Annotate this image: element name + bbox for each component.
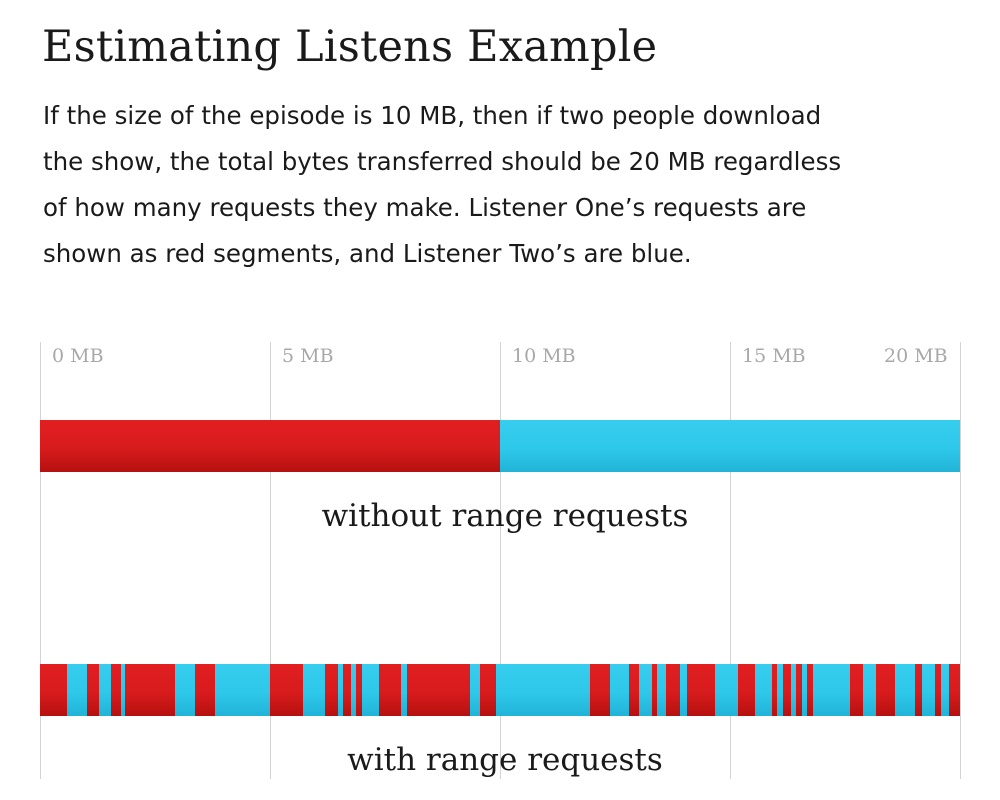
listener-one-segment — [111, 664, 121, 716]
listener-one-segment — [687, 664, 715, 716]
listener-two-segment — [922, 664, 935, 716]
listener-two-segment — [802, 664, 807, 716]
listener-one-segment — [807, 664, 813, 716]
intro-line: shown as red segments, and Listener Two’… — [43, 239, 692, 268]
listener-two-segment — [362, 664, 379, 716]
listener-two-segment — [496, 664, 590, 716]
listener-two-segment — [67, 664, 87, 716]
tick-label: 5 MB — [282, 345, 334, 367]
listener-one-segment — [270, 664, 303, 716]
listener-one-segment — [356, 664, 362, 716]
caption-without-range-requests: without range requests — [321, 498, 689, 534]
listener-one-segment — [87, 664, 99, 716]
listener-one-segment — [480, 664, 496, 716]
intro-paragraph: If the size of the episode is 10 MB, the… — [43, 93, 943, 277]
gridline — [730, 342, 731, 779]
listener-two-segment — [863, 664, 876, 716]
caption-with-range-requests: with range requests — [347, 742, 663, 778]
listener-one-segment — [379, 664, 401, 716]
listener-one-segment — [125, 664, 175, 716]
listener-one-segment — [738, 664, 755, 716]
listener-two-segment — [401, 664, 407, 716]
listener-two-segment — [715, 664, 738, 716]
listener-one-segment — [666, 664, 680, 716]
listener-two-segment — [338, 664, 343, 716]
listener-one-segment — [935, 664, 941, 716]
listener-two-segment — [351, 664, 356, 716]
listener-one-segment — [772, 664, 777, 716]
listener-one-segment — [40, 664, 67, 716]
listener-two-segment — [639, 664, 652, 716]
listener-one-segment — [325, 664, 338, 716]
bar-without-range-requests — [40, 420, 960, 472]
listener-one-segment — [949, 664, 960, 716]
listener-two-segment — [657, 664, 666, 716]
listener-one-segment — [407, 664, 470, 716]
listener-two-segment — [813, 664, 850, 716]
listener-two-segment — [121, 664, 125, 716]
listener-two-segment — [500, 420, 960, 472]
gridline — [500, 342, 501, 779]
listener-one-segment — [876, 664, 895, 716]
tick-label: 20 MB — [884, 345, 948, 367]
listener-one-segment — [850, 664, 863, 716]
listener-two-segment — [941, 664, 949, 716]
listener-one-segment — [796, 664, 802, 716]
listener-one-segment — [629, 664, 639, 716]
tick-label: 0 MB — [52, 345, 104, 367]
listener-one-segment — [195, 664, 215, 716]
gridline — [270, 342, 271, 779]
listener-two-segment — [470, 664, 480, 716]
listener-one-segment — [590, 664, 610, 716]
tick-label: 15 MB — [742, 345, 806, 367]
listener-two-segment — [755, 664, 772, 716]
listener-two-segment — [303, 664, 325, 716]
gridline — [40, 342, 41, 779]
gridline — [960, 342, 961, 779]
listener-two-segment — [610, 664, 629, 716]
intro-line: of how many requests they make. Listener… — [43, 193, 807, 222]
listener-two-segment — [215, 664, 270, 716]
listener-two-segment — [895, 664, 915, 716]
tick-label: 10 MB — [512, 345, 576, 367]
listener-two-segment — [777, 664, 783, 716]
listener-one-segment — [915, 664, 922, 716]
page-title: Estimating Listens Example — [42, 22, 658, 72]
listener-two-segment — [680, 664, 687, 716]
listener-two-segment — [791, 664, 796, 716]
listener-one-segment — [40, 420, 500, 472]
intro-line: If the size of the episode is 10 MB, the… — [43, 101, 822, 130]
listener-two-segment — [175, 664, 195, 716]
listener-one-segment — [783, 664, 791, 716]
listener-two-segment — [99, 664, 111, 716]
listener-one-segment — [343, 664, 351, 716]
listener-one-segment — [652, 664, 657, 716]
bar-with-range-requests — [40, 664, 960, 716]
intro-line: the show, the total bytes transferred sh… — [43, 147, 842, 176]
